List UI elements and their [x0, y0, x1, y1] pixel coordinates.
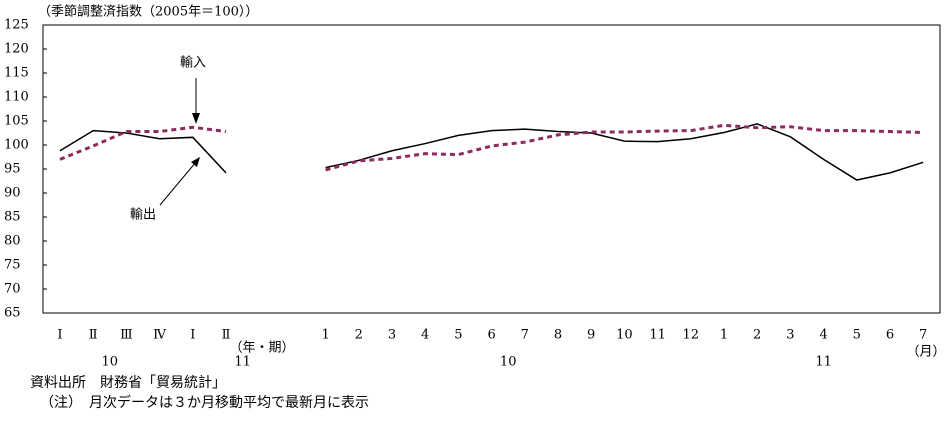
- year-label: 11: [815, 355, 832, 370]
- x-tick-label: 2: [753, 328, 761, 343]
- x-tick-label: Ⅱ: [89, 328, 98, 343]
- x-tick-label: Ⅱ: [222, 328, 231, 343]
- y-tick-label: 85: [4, 210, 21, 225]
- source-note: 資料出所 財務省「貿易統計」: [30, 375, 226, 391]
- x-tick-label: 7: [521, 328, 529, 343]
- year-label: 10: [500, 355, 517, 370]
- x-tick-label: 12: [683, 328, 700, 343]
- y-tick-label: 75: [4, 258, 21, 273]
- y-tick-label: 95: [4, 162, 21, 177]
- x-tick-label: 3: [388, 328, 396, 343]
- y-tick-label: 115: [4, 66, 29, 81]
- footnote: （注） 月次データは３か月移動平均で最新月に表示: [40, 394, 369, 411]
- series-annotation: 輸入: [180, 56, 206, 71]
- x-tick-label: Ⅳ: [153, 328, 167, 343]
- x-tick-label: 5: [454, 328, 462, 343]
- x-tick-label: 5: [853, 328, 861, 343]
- x-tick-label: 1: [720, 328, 728, 343]
- y-tick-label: 120: [4, 42, 29, 57]
- x-tick-label: 9: [587, 328, 595, 343]
- annotation-arrowhead: [192, 113, 200, 124]
- plot-frame: [42, 24, 941, 314]
- y-tick-label: 70: [4, 282, 21, 297]
- y-tick-label: 110: [4, 90, 29, 105]
- y-tick-label: 80: [4, 234, 21, 249]
- x-tick-label: 3: [786, 328, 794, 343]
- y-tick-label: 125: [4, 18, 29, 33]
- x-unit-label: （月）: [906, 345, 945, 360]
- x-tick-label: 11: [649, 328, 666, 343]
- annotation-arrowhead: [191, 157, 200, 167]
- x-tick-label: 4: [819, 328, 827, 343]
- x-tick-label: 6: [886, 328, 894, 343]
- x-tick-label: 10: [616, 328, 633, 343]
- x-tick-label: 1: [321, 328, 329, 343]
- y-unit-label: （季節調整済指数（2005年＝100））: [38, 4, 258, 20]
- annotation-arrow: [159, 161, 197, 206]
- y-tick-label: 90: [4, 186, 21, 201]
- x-tick-label: 2: [355, 328, 363, 343]
- x-tick-label: 7: [919, 328, 927, 343]
- x-tick-label: Ⅰ: [190, 328, 195, 343]
- x-tick-label: Ⅲ: [120, 328, 133, 343]
- series-annotation: 輸出: [130, 208, 156, 223]
- x-tick-label: 6: [487, 328, 495, 343]
- year-label: 11: [234, 355, 251, 370]
- x-tick-label: Ⅰ: [57, 328, 62, 343]
- x-unit-label: （年・期）: [229, 341, 294, 356]
- x-tick-label: 4: [421, 328, 429, 343]
- y-tick-label: 65: [4, 306, 21, 321]
- data-line: [59, 123, 924, 181]
- x-tick-label: 8: [554, 328, 562, 343]
- y-tick-label: 100: [4, 138, 29, 153]
- data-line: [59, 123, 924, 172]
- year-label: 10: [102, 355, 119, 370]
- y-tick-label: 105: [4, 114, 29, 129]
